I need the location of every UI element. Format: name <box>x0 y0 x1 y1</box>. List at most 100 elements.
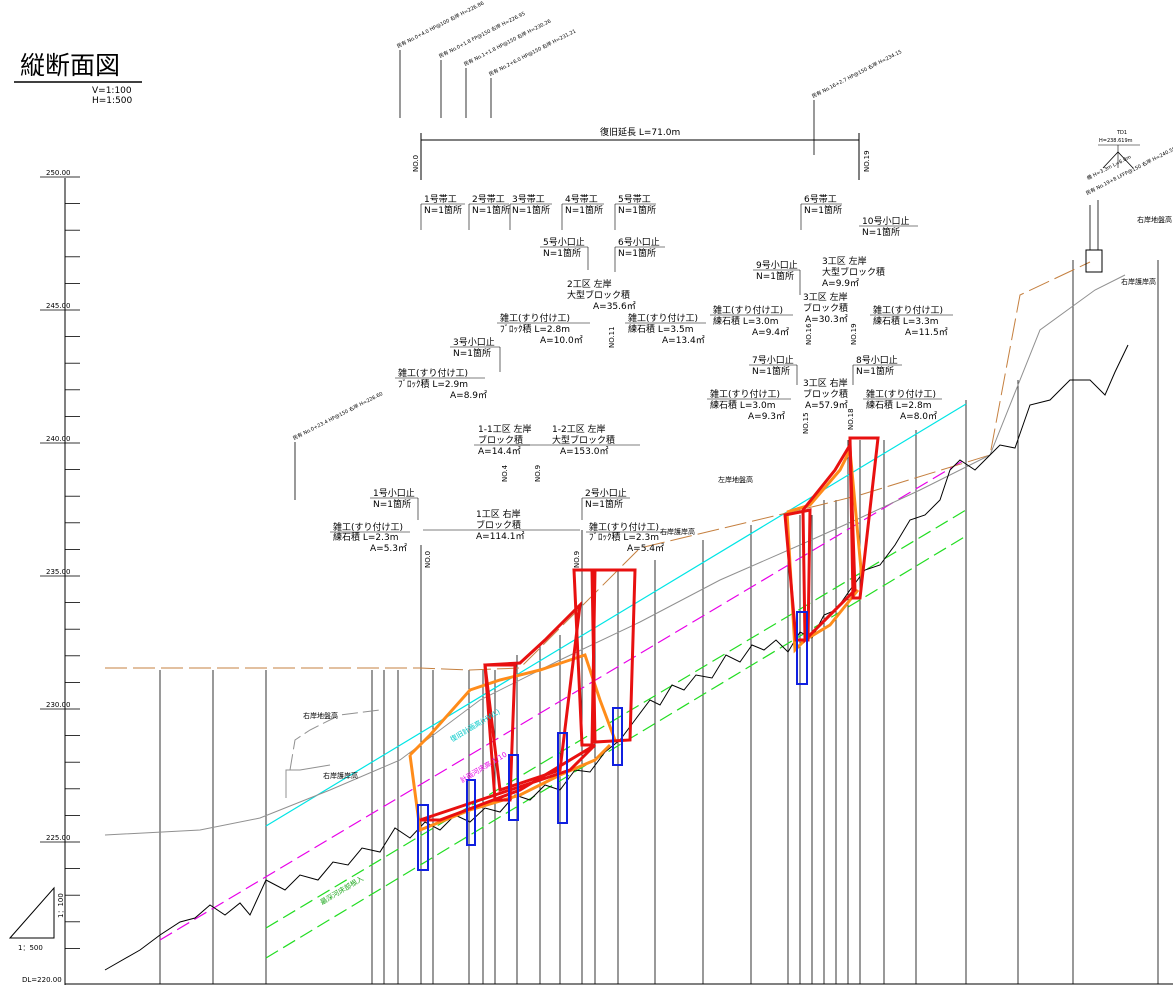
section-3l-type: ブロック積 <box>803 302 848 314</box>
section-1-type: ブロック積 <box>476 519 521 531</box>
section-2-name: 2工区 左岸 <box>567 278 612 290</box>
stop-7-name: 7号小口止 <box>752 354 794 366</box>
misc-8-name: 雑工(すり付け工) <box>710 388 780 400</box>
axis-labels: 250.00 245.00 240.00 235.00 230.00 225.00 <box>46 169 71 842</box>
stop-8-count: N=1箇所 <box>856 365 894 377</box>
section-1-1-name: 1-1工区 左岸 <box>478 423 532 435</box>
right-bank-label-left: 右岸護岸高 <box>323 771 358 780</box>
stop-3-count: N=1箇所 <box>453 347 491 359</box>
misc-6-spec: 練石積 L=3.0m <box>713 315 779 327</box>
misc-2-spec: ﾌﾞﾛｯｸ積 L=2.3m <box>589 531 659 543</box>
right-ground-label-left: 右岸地盤高 <box>303 711 338 720</box>
misc-4-spec: ﾌﾞﾛｯｸ積 L=2.8m <box>500 323 570 335</box>
embed-line-2 <box>265 535 967 959</box>
horizontal-scale: H=1:500 <box>92 96 133 106</box>
embed-line-label: 最深河床部根入 <box>318 874 365 907</box>
station-no19-top: NO.19 <box>863 150 871 172</box>
misc-6-area: A=9.4㎡ <box>752 327 789 338</box>
bank-labels: 右岸地盤高 右岸護岸高 左岸地盤高 右岸護岸高 右岸地盤高 右岸護岸高 <box>303 215 1172 780</box>
misc-8-spec: 練石積 L=3.0m <box>710 399 776 411</box>
stop-2-name: 2号小口止 <box>585 487 627 499</box>
station-no16: NO.16 <box>805 323 813 345</box>
riverbed-profile <box>104 344 1129 971</box>
elevation-axis: 250.00 245.00 240.00 235.00 230.00 225.00 DL=… <box>22 169 80 985</box>
belt-labels: 1号帯工 N=1箇所 2号帯工 N=1箇所 3号帯工 N=1箇所 4号帯工 N=… <box>420 193 842 230</box>
station-no9a: NO.9 <box>534 465 542 482</box>
misc-5-spec: 練石積 L=3.5m <box>628 323 694 335</box>
misc-2-name: 雑工(すり付け工) <box>589 521 659 533</box>
stop-7-count: N=1箇所 <box>752 365 790 377</box>
section-labels: 1工区 右岸 ブロック積 A=114.1㎡ 1-1工区 左岸 ブロック積 A=1… <box>423 255 885 542</box>
misc-2-area: A=5.4㎡ <box>627 543 664 554</box>
section-2-area: A=35.6㎡ <box>593 301 636 312</box>
drawing-title: 縦断面図 <box>20 51 120 80</box>
misc-8-area: A=9.3㎡ <box>748 411 785 422</box>
misc-3-spec: ﾌﾞﾛｯｸ積 L=2.9m <box>398 378 468 390</box>
misc-labels: 雑工(すり付け工) 練石積 L=2.3m A=5.3㎡ 雑工(すり付け工) ﾌﾞ… <box>330 304 953 554</box>
restoration-length: 復旧延長 L=71.0m <box>600 126 680 138</box>
stop-1-name: 1号小口止 <box>373 487 415 499</box>
right-bank-label-right: 右岸護岸高 <box>1121 277 1156 286</box>
benchmark-height: H=238.619m <box>1099 138 1133 144</box>
belt-2-count: N=1箇所 <box>472 204 510 216</box>
misc-3-name: 雑工(すり付け工) <box>398 367 468 379</box>
left-ground-label-mid: 左岸地盤高 <box>718 475 753 484</box>
section-1-1-type: ブロック積 <box>478 434 523 446</box>
belt-1-count: N=1箇所 <box>424 204 462 216</box>
ratio-h-label: 1：500 <box>18 944 43 952</box>
vertical-scale: V=1:100 <box>92 86 132 96</box>
ratio-v-label: 1：100 <box>57 893 65 918</box>
axis-ticks <box>40 176 80 949</box>
station-lines <box>159 260 1159 984</box>
belt-5-name: 5号帯工 <box>618 193 651 205</box>
misc-9-name: 雑工(すり付け工) <box>866 388 936 400</box>
belt-4-name: 4号帯工 <box>565 193 598 205</box>
section-3r-name: 3工区 右岸 <box>803 377 848 389</box>
slope-ratio-triangle: 1：500 1：100 <box>8 886 65 952</box>
stop-8-name: 8号小口止 <box>856 354 898 366</box>
section-3l2-type: 大型ブロック積 <box>822 266 885 278</box>
stop-5-name: 5号小口止 <box>543 236 585 248</box>
section-3l2-name: 3工区 左岸 <box>822 255 867 267</box>
axis-label: 250.00 <box>46 169 71 177</box>
belt-3-count: N=1箇所 <box>512 204 550 216</box>
stop-1-count: N=1箇所 <box>373 498 411 510</box>
station-no4: NO.4 <box>501 464 509 482</box>
belt-3-name: 3号帯工 <box>512 193 545 205</box>
right-bank-line <box>104 274 1126 836</box>
right-bank-small-line <box>285 764 331 798</box>
stop-6-name: 6号小口止 <box>618 236 660 248</box>
stop-5-count: N=1箇所 <box>543 247 581 259</box>
station-no15: NO.15 <box>802 412 810 434</box>
plan-bed-line <box>159 458 967 941</box>
misc-4-area: A=10.0㎡ <box>540 335 583 346</box>
misc-1-area: A=5.3㎡ <box>370 543 407 554</box>
axis-label: 245.00 <box>46 302 71 310</box>
stop-2-count: N=1箇所 <box>585 498 623 510</box>
misc-3-area: A=8.9㎡ <box>450 390 487 401</box>
station-no0-top: NO.0 <box>412 155 420 172</box>
belt-5-count: N=1箇所 <box>618 204 656 216</box>
right-bank-ground-left-line <box>289 709 381 771</box>
left-bank-ground-line <box>105 261 1091 671</box>
bed-line-label: 計画河床高 1/10 <box>458 750 508 785</box>
station-no0: NO.0 <box>424 551 432 568</box>
axis-label: 240.00 <box>46 435 71 443</box>
station-labels: NO.0 NO.4 NO.9 NO.9 NO.11 NO.15 NO.16 NO… <box>424 323 858 568</box>
belt-4-count: N=1箇所 <box>565 204 603 216</box>
stop-3-name: 3号小口止 <box>453 336 495 348</box>
stop-9-name: 9号小口止 <box>756 259 798 271</box>
stop-9-count: N=1箇所 <box>756 270 794 282</box>
datum-label: DL=220.00 <box>22 976 62 984</box>
stop-10-count: N=1箇所 <box>862 226 900 238</box>
misc-7-name: 雑工(すり付け工) <box>873 304 943 316</box>
station-no19: NO.19 <box>850 323 858 345</box>
plan-hwl-line <box>265 403 967 827</box>
section-1-2-name: 1-2工区 左岸 <box>552 423 606 435</box>
section-3r-area: A=57.9㎡ <box>805 400 848 411</box>
misc-1-spec: 練石積 L=2.3m <box>333 531 399 543</box>
misc-9-area: A=8.0㎡ <box>900 411 937 422</box>
section-3l-name: 3工区 左岸 <box>803 291 848 303</box>
stop-10-name: 10号小口止 <box>862 215 909 227</box>
section-1-area: A=114.1㎡ <box>476 531 524 542</box>
